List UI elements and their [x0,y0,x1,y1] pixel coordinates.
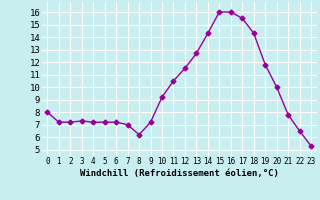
X-axis label: Windchill (Refroidissement éolien,°C): Windchill (Refroidissement éolien,°C) [80,169,279,178]
